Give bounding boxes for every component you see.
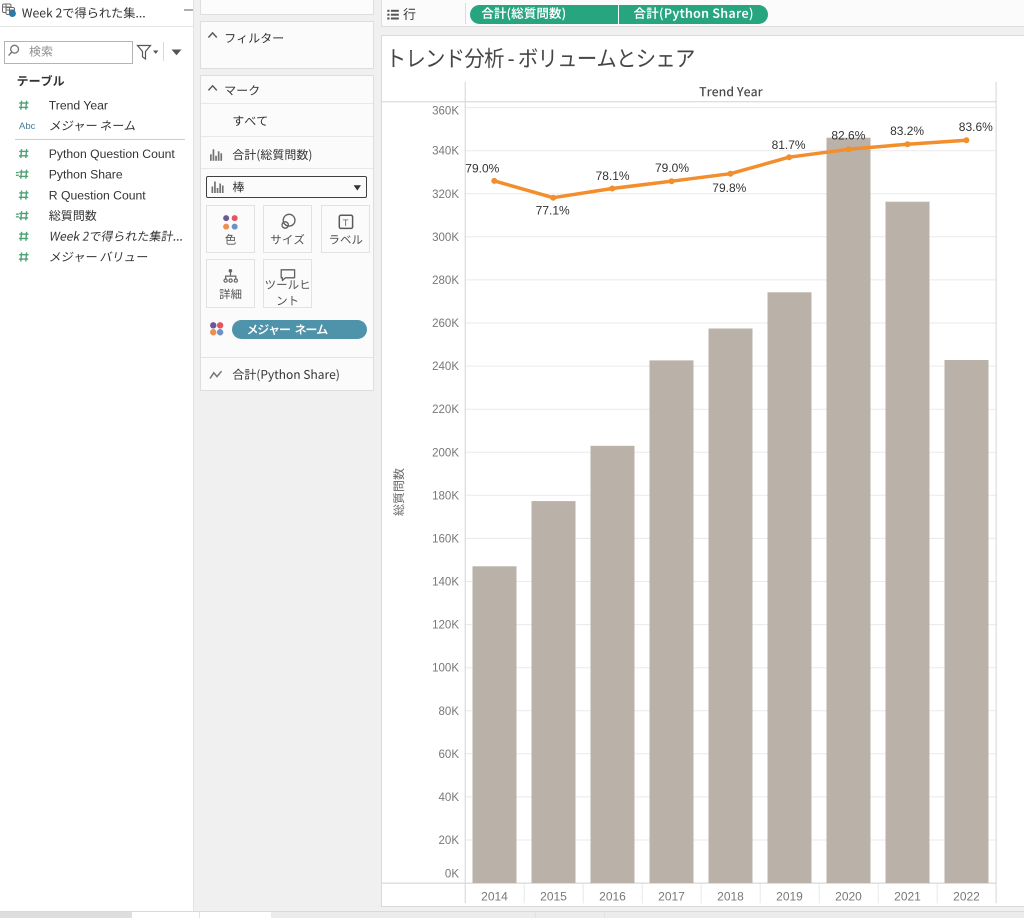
svg-text:2014: 2014	[481, 890, 508, 904]
svg-text:20K: 20K	[439, 835, 460, 847]
svg-text:2021: 2021	[894, 890, 921, 904]
svg-text:280K: 280K	[432, 275, 459, 287]
svg-text:83.2%: 83.2%	[890, 124, 924, 138]
svg-text:83.6%: 83.6%	[959, 120, 993, 134]
svg-text:340K: 340K	[432, 146, 459, 158]
svg-text:80K: 80K	[439, 706, 460, 718]
svg-text:78.1%: 78.1%	[596, 169, 630, 183]
svg-text:77.1%: 77.1%	[536, 204, 570, 218]
svg-text:320K: 320K	[432, 189, 459, 201]
svg-text:360K: 360K	[432, 105, 459, 117]
svg-text:79.0%: 79.0%	[655, 161, 689, 175]
svg-text:T: T	[343, 218, 349, 229]
svg-text:160K: 160K	[432, 533, 459, 545]
svg-text:Trend Year: Trend Year	[49, 99, 108, 113]
svg-text:180K: 180K	[432, 490, 459, 502]
svg-text:79.0%: 79.0%	[465, 162, 499, 176]
svg-text:2019: 2019	[776, 890, 803, 904]
svg-text:2018: 2018	[717, 890, 744, 904]
svg-text:Python Question Count: Python Question Count	[49, 147, 176, 161]
svg-text:200K: 200K	[432, 447, 459, 459]
svg-text:2017: 2017	[658, 890, 685, 904]
svg-text:R Question Count: R Question Count	[49, 188, 146, 202]
svg-text:81.7%: 81.7%	[772, 138, 806, 152]
svg-text:220K: 220K	[432, 404, 459, 416]
svg-text:0K: 0K	[445, 869, 459, 881]
svg-text:120K: 120K	[432, 620, 459, 632]
svg-text:60K: 60K	[439, 749, 460, 761]
svg-text:2020: 2020	[835, 890, 862, 904]
svg-text:82.6%: 82.6%	[831, 129, 865, 143]
svg-text:Abc: Abc	[19, 121, 36, 132]
svg-text:2022: 2022	[953, 890, 980, 904]
svg-text:100K: 100K	[432, 663, 459, 675]
svg-text:Python Share: Python Share	[49, 168, 123, 182]
svg-text:40K: 40K	[439, 792, 460, 804]
svg-text:79.8%: 79.8%	[712, 181, 746, 195]
svg-text:140K: 140K	[432, 577, 459, 589]
svg-text:260K: 260K	[432, 318, 459, 330]
svg-text:2016: 2016	[599, 890, 626, 904]
svg-text:240K: 240K	[432, 361, 459, 373]
svg-text:2015: 2015	[540, 890, 567, 904]
svg-text:300K: 300K	[432, 232, 459, 244]
